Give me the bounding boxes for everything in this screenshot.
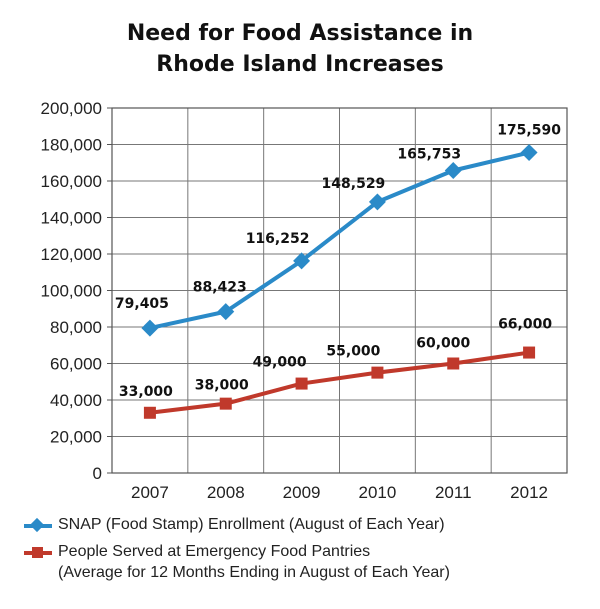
y-tick-label: 160,000 xyxy=(41,172,102,191)
legend-item-snap: SNAP (Food Stamp) Enrollment (August of … xyxy=(24,514,594,535)
data-point-square xyxy=(143,406,156,419)
data-label: 175,590 xyxy=(497,123,561,139)
x-tick-label: 2009 xyxy=(283,483,321,502)
x-tick-label: 2012 xyxy=(510,483,548,502)
legend-square-marker-icon xyxy=(32,547,43,558)
data-point-diamond xyxy=(293,252,311,270)
legend-label-snap: SNAP (Food Stamp) Enrollment (August of … xyxy=(58,516,445,533)
y-tick-label: 60,000 xyxy=(50,355,102,374)
data-point-square xyxy=(523,346,536,359)
legend-diamond-marker-icon xyxy=(29,517,45,533)
legend-label-pantries-line-2: (Average for 12 Months Ending in August … xyxy=(58,564,450,581)
data-point-diamond xyxy=(444,162,462,179)
data-point-square xyxy=(371,366,384,379)
y-tick-label: 80,000 xyxy=(50,318,102,337)
x-tick-label: 2008 xyxy=(207,483,245,502)
series-line xyxy=(149,150,530,331)
data-label: 116,252 xyxy=(246,231,310,247)
data-label: 148,529 xyxy=(322,176,386,192)
series-line xyxy=(149,350,530,415)
y-tick-label: 0 xyxy=(93,464,102,483)
data-point-square xyxy=(295,377,308,390)
data-point-square xyxy=(447,357,460,370)
y-tick-label: 120,000 xyxy=(41,245,102,264)
data-point-square xyxy=(219,397,232,410)
data-label: 66,000 xyxy=(498,317,552,333)
y-tick-label: 40,000 xyxy=(50,391,102,410)
legend-item-pantries: People Served at Emergency Food Pantries… xyxy=(24,541,594,583)
data-point-diamond xyxy=(217,303,235,321)
chart-legend: SNAP (Food Stamp) Enrollment (August of … xyxy=(24,514,594,589)
data-label: 49,000 xyxy=(253,355,307,371)
chart-title: Need for Food Assistance in Rhode Island… xyxy=(0,18,600,80)
data-label: 165,753 xyxy=(397,147,461,163)
data-label: 33,000 xyxy=(119,384,173,400)
data-point-diamond xyxy=(368,193,386,211)
y-tick-label: 180,000 xyxy=(41,136,102,155)
line-chart: 0 20,000 40,000 60,000 80,000 100,000 120,000 1… xyxy=(41,99,568,502)
data-label: 60,000 xyxy=(416,336,470,352)
data-label: 88,423 xyxy=(193,280,247,296)
y-tick-label: 200,000 xyxy=(41,99,102,118)
y-tick-label: 100,000 xyxy=(41,282,102,301)
data-label: 38,000 xyxy=(195,378,249,394)
data-point-diamond xyxy=(141,319,159,337)
x-tick-label: 2010 xyxy=(359,483,397,502)
chart-title-line-1: Need for Food Assistance in xyxy=(126,21,474,46)
legend-label-pantries-line-1: People Served at Emergency Food Pantries xyxy=(58,543,371,560)
chart-title-line-2: Rhode Island Increases xyxy=(156,52,444,77)
x-tick-label: 2011 xyxy=(435,483,472,502)
data-label: 55,000 xyxy=(326,344,380,360)
y-tick-label: 140,000 xyxy=(41,209,102,228)
data-point-diamond xyxy=(520,144,538,162)
data-label: 79,405 xyxy=(115,296,169,312)
x-tick-label: 2007 xyxy=(131,483,169,502)
y-tick-label: 20,000 xyxy=(50,428,102,447)
